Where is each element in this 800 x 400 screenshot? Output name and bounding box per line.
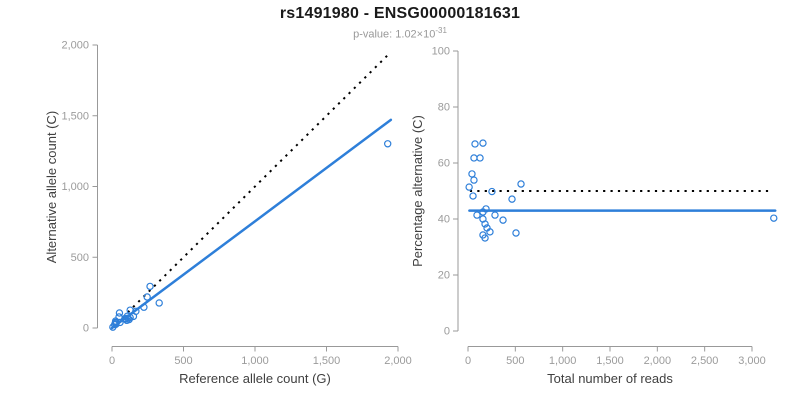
- data-point: [143, 293, 151, 301]
- y-tick-label: 1,500: [61, 110, 89, 122]
- data-point: [125, 315, 133, 324]
- x-tick-label: 1,000: [549, 355, 577, 367]
- y-tick-label: 2,000: [61, 40, 89, 52]
- data-point: [517, 180, 525, 188]
- x-tick-label: 3,000: [738, 355, 766, 367]
- y-tick-label: 500: [71, 252, 89, 264]
- data-point: [491, 211, 499, 219]
- y-tick-label: 80: [438, 102, 450, 114]
- data-point: [479, 208, 487, 216]
- data-point: [468, 170, 476, 178]
- panel-allele-counts: 0 500 1,000 1,500 2,000 0 500 1,000 1,500 2,000 Re…: [44, 40, 412, 387]
- data-point: [469, 192, 477, 200]
- y-tick-label: 100: [432, 46, 450, 58]
- data-point: [470, 176, 478, 184]
- x-tick-label: 1,000: [241, 355, 269, 367]
- data-point: [140, 303, 148, 311]
- data-point: [479, 139, 487, 147]
- fit-43pct-solid: [110, 118, 393, 330]
- x-tick-label: 2,000: [644, 355, 672, 367]
- data-point: [116, 318, 124, 327]
- data-point: [481, 234, 489, 242]
- data-point: [481, 220, 489, 228]
- pvalue-exponent: -31: [435, 26, 447, 35]
- y-axis-title: Percentage alternative (C): [410, 115, 425, 267]
- data-point: [512, 229, 520, 237]
- panel-percentage-vs-reads: 0 20 40 60 80 100 0 500 1,000 1,500 2,000 2,500 3,00…: [410, 46, 778, 386]
- data-point: [471, 140, 479, 148]
- y-tick-label: 0: [444, 326, 450, 338]
- y-tick-label: 60: [438, 158, 450, 170]
- y-tick-label: 1,000: [61, 181, 89, 193]
- data-point: [488, 187, 496, 196]
- y-tick-label: 40: [438, 214, 450, 226]
- data-point: [465, 183, 473, 191]
- pvalue-text: p-value: 1.02×10: [353, 28, 436, 41]
- x-axis-title: Total number of reads: [547, 371, 673, 386]
- data-point: [486, 228, 494, 236]
- data-point: [155, 299, 163, 307]
- data-point: [770, 214, 778, 222]
- y-tick-label: 20: [438, 270, 450, 282]
- x-tick-label: 2,500: [691, 355, 719, 367]
- y-axis-title: Alternative allele count (C): [44, 111, 59, 263]
- data-point: [115, 309, 124, 317]
- y-tick-label: 0: [83, 323, 89, 335]
- data-point: [499, 216, 507, 224]
- data-point: [470, 154, 478, 162]
- data-point: [476, 154, 484, 162]
- data-point: [384, 140, 392, 148]
- figure-title: rs1491980 - ENSG00000181631: [279, 5, 521, 22]
- x-tick-label: 2,000: [384, 355, 412, 367]
- identity-50pct-dotted: [111, 52, 391, 329]
- x-axis-title: Reference allele count (G): [179, 371, 331, 386]
- x-tick-label: 0: [109, 355, 115, 367]
- x-tick-label: 500: [174, 355, 192, 367]
- x-tick-label: 500: [506, 355, 524, 367]
- data-point: [473, 211, 481, 219]
- data-point: [508, 195, 516, 203]
- data-point: [112, 320, 120, 329]
- figure-subtitle: p-value: 1.02×10-31: [0, 26, 800, 41]
- data-point: [146, 282, 154, 291]
- data-point: [126, 306, 134, 314]
- x-tick-label: 1,500: [313, 355, 341, 367]
- x-tick-label: 0: [465, 355, 471, 367]
- x-tick-label: 1,500: [596, 355, 624, 367]
